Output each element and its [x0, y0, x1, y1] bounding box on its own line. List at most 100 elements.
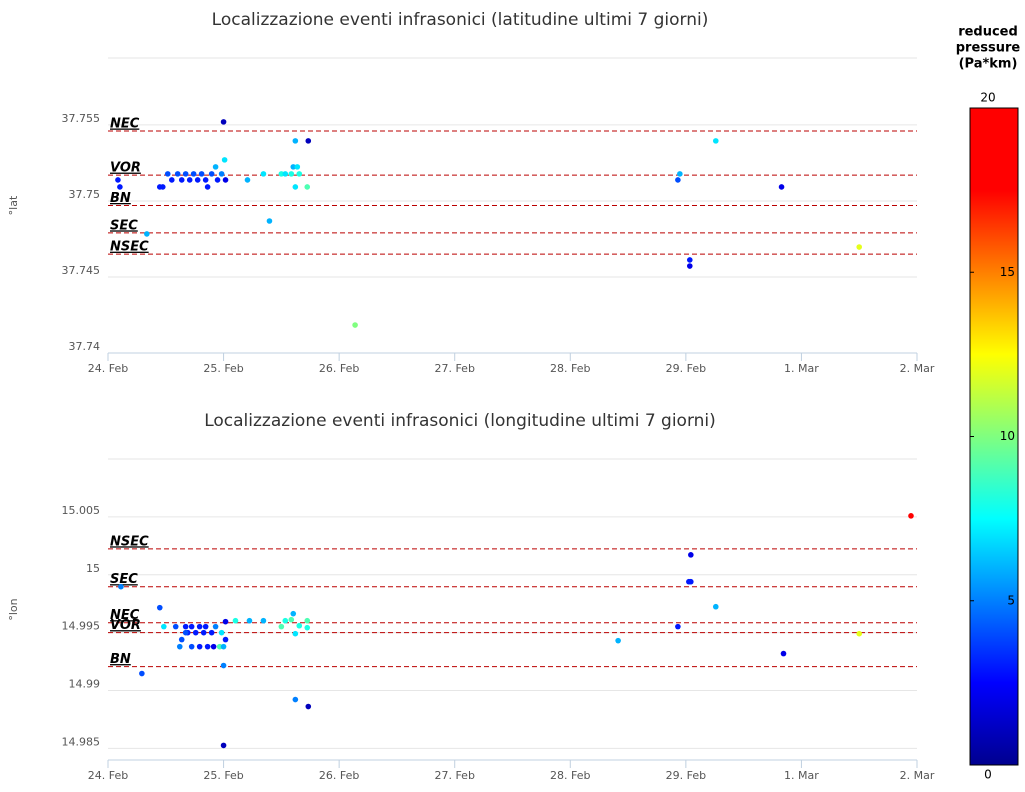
point: [246, 617, 253, 624]
colorbar-title: pressure: [956, 41, 1021, 56]
point: [220, 742, 227, 749]
point: [222, 177, 229, 183]
point: [244, 177, 251, 183]
y-tick-label: 37.74: [69, 340, 101, 353]
x-tick-label: 24. Feb: [88, 362, 128, 375]
point: [278, 623, 285, 630]
point: [208, 629, 215, 636]
colorbar-title: (Pa*km): [959, 57, 1018, 72]
point: [292, 138, 299, 144]
point: [712, 603, 719, 610]
y-tick-label: 14.985: [62, 735, 101, 748]
point: [117, 184, 123, 190]
chart-title: Localizzazione eventi infrasonici (latit…: [212, 10, 709, 30]
point: [675, 177, 681, 183]
point: [182, 623, 189, 630]
point: [856, 244, 863, 250]
y-tick-label: 14.995: [62, 620, 101, 633]
point: [232, 617, 239, 624]
point: [186, 177, 193, 183]
point: [220, 119, 227, 125]
point: [294, 164, 301, 170]
point: [212, 623, 219, 630]
point: [192, 629, 199, 636]
point: [292, 630, 299, 637]
y-tick-label: 15: [86, 562, 100, 575]
point: [260, 171, 267, 177]
y-axis-label: °lat: [7, 195, 20, 215]
reference-label: NSEC: [110, 240, 149, 255]
point: [168, 177, 175, 183]
x-tick-label: 26. Feb: [319, 362, 359, 375]
x-tick-label: 29. Feb: [666, 362, 706, 375]
colorbar-tick-label: 15: [1000, 265, 1015, 279]
point: [282, 171, 289, 177]
point: [174, 171, 181, 177]
colorbar-tick-label: 0: [984, 768, 992, 782]
reference-label: NEC: [110, 116, 140, 131]
x-tick-label: 2. Mar: [900, 362, 935, 375]
point: [266, 218, 273, 224]
x-tick-label: 26. Feb: [319, 769, 359, 782]
point: [188, 643, 195, 650]
point: [686, 263, 693, 269]
chart-title: Localizzazione eventi infrasonici (longi…: [204, 411, 716, 431]
point: [144, 231, 150, 237]
y-tick-label: 14.99: [69, 678, 101, 691]
y-tick-label: 37.745: [62, 264, 101, 277]
point: [290, 164, 297, 170]
point: [292, 184, 299, 190]
point: [202, 177, 209, 183]
point: [198, 171, 205, 177]
point: [202, 623, 209, 630]
reference-label: SEC: [110, 572, 138, 587]
point: [164, 171, 171, 177]
x-tick-label: 25. Feb: [203, 769, 243, 782]
reference-label: BN: [110, 191, 131, 206]
point: [686, 257, 693, 263]
point: [182, 629, 189, 636]
point: [161, 623, 167, 630]
point: [282, 617, 289, 624]
point: [176, 643, 183, 650]
y-axis-label: °lon: [7, 598, 20, 620]
x-tick-label: 2. Mar: [900, 769, 935, 782]
point: [115, 177, 121, 183]
x-tick-label: 28. Feb: [550, 769, 590, 782]
point: [305, 703, 312, 710]
point: [200, 629, 207, 636]
reference-label: BN: [110, 652, 131, 667]
point: [677, 171, 683, 177]
point: [118, 583, 124, 590]
point: [856, 630, 863, 637]
y-tick-label: 37.755: [62, 112, 101, 125]
colorbar-tick-label: 5: [1007, 593, 1015, 607]
point: [288, 616, 295, 623]
point: [178, 636, 185, 643]
point: [182, 171, 189, 177]
x-tick-label: 24. Feb: [88, 769, 128, 782]
point: [712, 138, 719, 144]
point: [686, 578, 692, 585]
point: [190, 171, 197, 177]
point: [260, 617, 267, 624]
point: [675, 623, 681, 630]
reference-label: VOR: [110, 618, 141, 633]
reference-label: NEC: [110, 608, 140, 623]
y-tick-label: 37.75: [69, 188, 101, 201]
x-tick-label: 1. Mar: [784, 362, 819, 375]
point: [292, 696, 299, 703]
x-tick-label: 29. Feb: [666, 769, 706, 782]
point: [196, 623, 203, 630]
point: [204, 184, 211, 190]
point: [159, 184, 166, 190]
point: [305, 138, 312, 144]
x-tick-label: 1. Mar: [784, 769, 819, 782]
point: [194, 177, 201, 183]
point: [304, 184, 311, 190]
point: [908, 513, 914, 519]
point: [615, 637, 621, 644]
point: [780, 650, 787, 657]
point: [222, 636, 229, 643]
colorbar-title: reduced: [958, 25, 1018, 40]
